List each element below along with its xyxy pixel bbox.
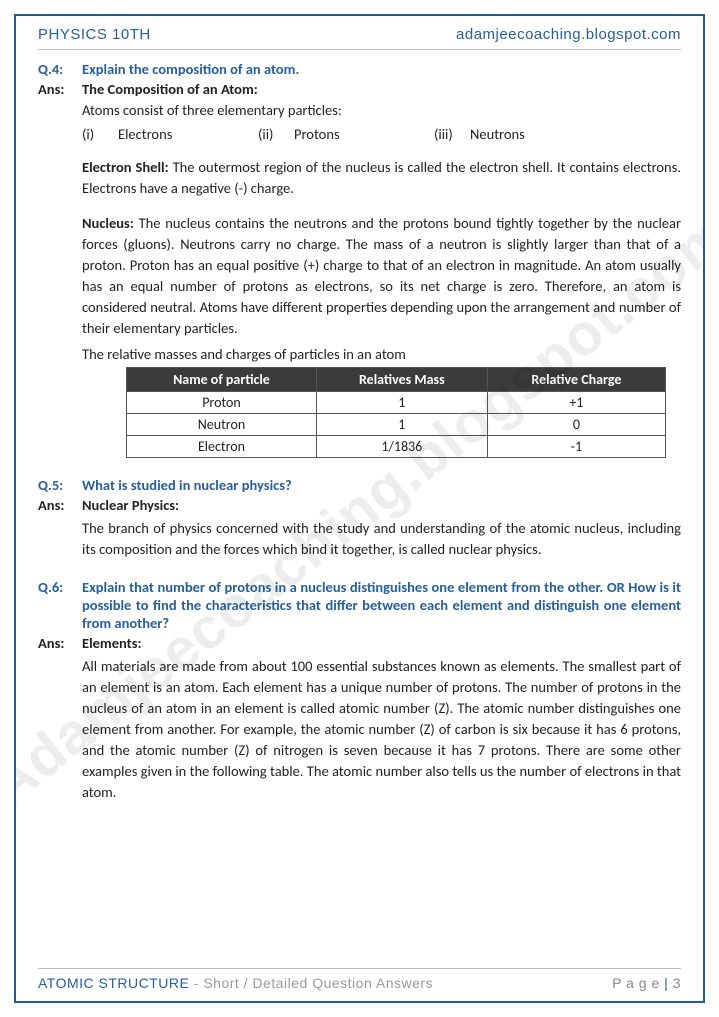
content: Q.4: Explain the composition of an atom.… (38, 50, 681, 803)
table-cell: 1 (316, 392, 487, 414)
table-header: Relatives Mass (316, 368, 487, 392)
list-num: (ii) (258, 125, 294, 143)
q6-question: Explain that number of protons in a nucl… (82, 578, 681, 632)
q4-nucleus-text: The nucleus contains the neutrons and th… (82, 214, 681, 337)
q6-ans-title: Elements: (82, 634, 681, 652)
q4-shell-text: The outermost region of the nucleus is c… (82, 158, 681, 197)
footer-left: ATOMIC STRUCTURE - Short / Detailed Ques… (38, 975, 433, 991)
table-header-row: Name of particle Relatives Mass Relative… (127, 368, 666, 392)
table-cell: -1 (487, 436, 665, 458)
particle-table: Name of particle Relatives Mass Relative… (126, 367, 666, 458)
footer-topic: ATOMIC STRUCTURE (38, 975, 189, 991)
table-header: Relative Charge (487, 368, 665, 392)
q4-ans-label: Ans: (38, 80, 82, 98)
q4-shell-heading: Electron Shell: (82, 158, 173, 176)
qa-q4: Q.4: Explain the composition of an atom.… (38, 60, 681, 458)
table-cell: +1 (487, 392, 665, 414)
qa-q6: Q.6: Explain that number of protons in a… (38, 578, 681, 803)
q4-ans-title: The Composition of an Atom: (82, 80, 681, 98)
footer-page-num: 3 (673, 975, 681, 991)
page: Adamjeecoaching.blogspot.com PHYSICS 10T… (0, 0, 719, 1017)
header-bar: PHYSICS 10TH adamjeecoaching.blogspot.co… (38, 16, 681, 50)
q4-question: Explain the composition of an atom. (82, 60, 681, 78)
footer-bar: ATOMIC STRUCTURE - Short / Detailed Ques… (38, 968, 681, 991)
table-cell: 1/1836 (316, 436, 487, 458)
table-cell: 1 (316, 414, 487, 436)
q5-number: Q.5: (38, 476, 82, 494)
footer-subtitle: - Short / Detailed Question Answers (189, 975, 433, 991)
q4-particle-list: (i) Electrons (ii) Protons (iii) Neutron… (82, 125, 681, 143)
list-val: Neutrons (470, 125, 610, 143)
table-header: Name of particle (127, 368, 317, 392)
table-cell: Electron (127, 436, 317, 458)
q6-ans-label: Ans: (38, 634, 82, 652)
footer-right: P a g e | 3 (612, 975, 681, 991)
q4-intro: Atoms consist of three elementary partic… (82, 100, 681, 121)
table-cell: Proton (127, 392, 317, 414)
list-num: (iii) (434, 125, 470, 143)
q5-ans-title: Nuclear Physics: (82, 496, 681, 514)
list-num: (i) (82, 125, 118, 143)
q4-number: Q.4: (38, 60, 82, 78)
footer-page-label: P a g e (612, 975, 664, 991)
header-left: PHYSICS 10TH (38, 26, 151, 43)
table-cell: 0 (487, 414, 665, 436)
q5-body: The branch of physics concerned with the… (82, 518, 681, 560)
q4-nucleus-heading: Nucleus: (82, 214, 139, 232)
footer-page-sep: | (664, 975, 673, 991)
page-frame: Adamjeecoaching.blogspot.com PHYSICS 10T… (14, 14, 705, 1003)
qa-q5: Q.5: What is studied in nuclear physics?… (38, 476, 681, 560)
table-row: Neutron 1 0 (127, 414, 666, 436)
q5-ans-label: Ans: (38, 496, 82, 514)
q4-nucleus: Nucleus: The nucleus contains the neutro… (82, 213, 681, 339)
q5-question: What is studied in nuclear physics? (82, 476, 681, 494)
table-cell: Neutron (127, 414, 317, 436)
q6-number: Q.6: (38, 578, 82, 596)
q4-electron-shell: Electron Shell: The outermost region of … (82, 157, 681, 199)
header-right: adamjeecoaching.blogspot.com (456, 26, 681, 43)
table-row: Electron 1/1836 -1 (127, 436, 666, 458)
list-val: Electrons (118, 125, 258, 143)
table-row: Proton 1 +1 (127, 392, 666, 414)
list-val: Protons (294, 125, 434, 143)
q4-table-caption: The relative masses and charges of parti… (82, 345, 681, 363)
q6-body: All materials are made from about 100 es… (82, 656, 681, 803)
